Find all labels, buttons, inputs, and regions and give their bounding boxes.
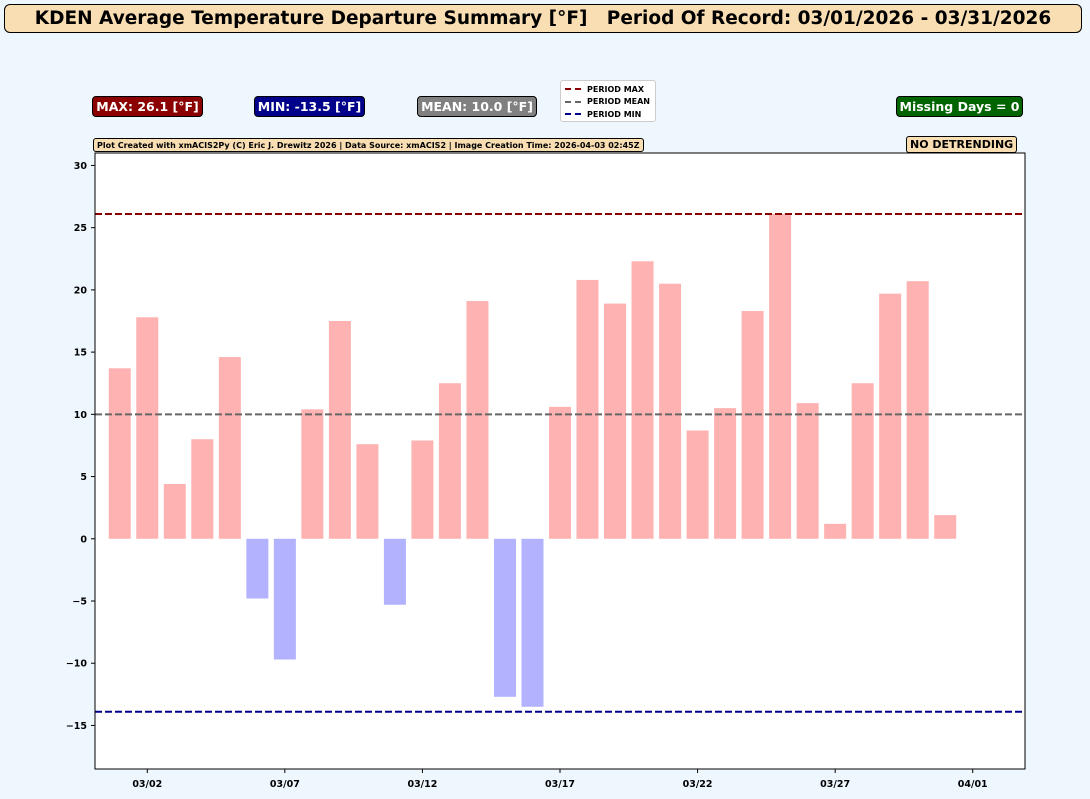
y-tick-label: 10 — [74, 410, 88, 421]
bar-03-24 — [741, 311, 764, 539]
legend-item-min: PERIOD MIN — [565, 108, 651, 121]
bar-03-13 — [438, 383, 461, 539]
y-tick-label: 5 — [80, 472, 87, 483]
bar-03-11 — [383, 538, 406, 605]
x-tick-label: 04/01 — [958, 779, 988, 790]
bar-03-17 — [548, 406, 572, 539]
bar-03-27 — [824, 523, 847, 539]
bar-03-07 — [273, 538, 296, 660]
bar-03-03 — [163, 484, 186, 539]
mean-badge: MEAN: 10.0 [°F] — [417, 96, 537, 117]
y-tick-label: 25 — [74, 223, 87, 234]
bar-03-05 — [218, 357, 241, 539]
bar-03-14 — [466, 301, 489, 539]
y-tick-label: −5 — [72, 597, 87, 608]
legend-item-max: PERIOD MAX — [565, 83, 651, 96]
bar-03-12 — [411, 440, 434, 539]
x-tick-label: 03/02 — [132, 779, 162, 790]
bar-03-22 — [686, 430, 709, 539]
y-tick-label: 15 — [74, 348, 87, 359]
bar-03-10 — [356, 444, 379, 539]
bar-03-30 — [906, 281, 929, 539]
bar-03-02 — [136, 317, 159, 539]
chart-title: KDEN Average Temperature Departure Summa… — [4, 4, 1082, 33]
legend-label-mean: PERIOD MEAN — [587, 97, 651, 107]
bar-03-08 — [301, 409, 324, 539]
legend-swatch-mean — [565, 100, 581, 103]
y-tick-label: −15 — [66, 721, 87, 732]
credit-banner: Plot Created with xmACIS2Py (C) Eric J. … — [93, 138, 644, 152]
plot-frame — [94, 152, 1026, 770]
y-tick-label: −10 — [66, 659, 88, 670]
x-tick-label: 03/17 — [545, 779, 575, 790]
y-tick-label: 20 — [74, 285, 88, 296]
x-tick-label: 03/07 — [270, 779, 300, 790]
min-badge: MIN: -13.5 [°F] — [254, 96, 365, 117]
max-badge: MAX: 26.1 [°F] — [92, 96, 203, 117]
legend: PERIOD MAX PERIOD MEAN PERIOD MIN — [560, 80, 656, 122]
bar-03-20 — [631, 261, 654, 539]
bar-03-15 — [493, 538, 516, 697]
legend-swatch-max — [565, 88, 581, 91]
bar-03-16 — [521, 538, 544, 707]
bar-03-21 — [659, 283, 682, 539]
legend-label-max: PERIOD MAX — [587, 84, 645, 94]
bar-03-04 — [191, 439, 214, 539]
bar-03-23 — [714, 408, 737, 539]
missing-days-badge: Missing Days = 0 — [896, 96, 1023, 117]
bar-03-19 — [604, 303, 627, 539]
x-tick-label: 03/12 — [407, 779, 437, 790]
bar-03-01 — [108, 368, 131, 539]
bar-03-31 — [934, 515, 957, 539]
y-tick-label: 30 — [74, 161, 88, 172]
bar-03-29 — [879, 293, 902, 539]
bar-03-26 — [796, 403, 819, 539]
x-tick-label: 03/27 — [820, 779, 850, 790]
bar-03-18 — [576, 279, 599, 539]
bar-03-06 — [246, 538, 269, 599]
bar-03-28 — [851, 383, 874, 539]
x-tick-label: 03/22 — [683, 779, 713, 790]
legend-swatch-min — [565, 113, 581, 116]
bar-03-09 — [328, 321, 351, 539]
legend-item-mean: PERIOD MEAN — [565, 96, 651, 109]
legend-label-min: PERIOD MIN — [587, 109, 642, 119]
y-tick-label: 0 — [80, 534, 87, 545]
bar-03-25 — [769, 213, 792, 539]
